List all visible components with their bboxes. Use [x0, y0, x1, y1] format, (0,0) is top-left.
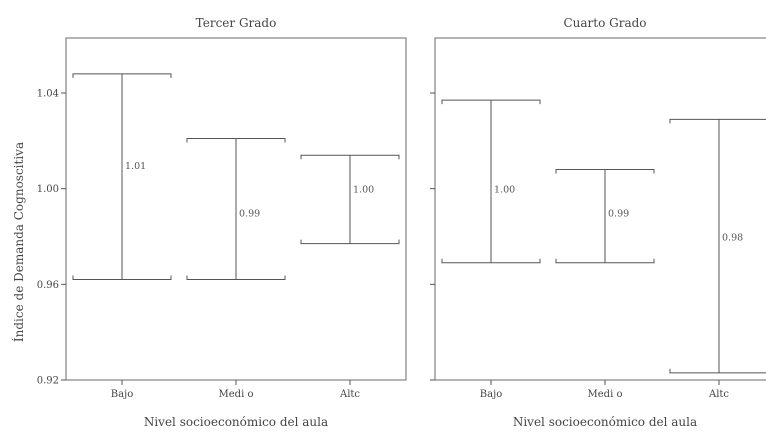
x-tick-label: Bajo — [111, 389, 133, 400]
data-label: 1.00 — [494, 185, 515, 196]
error-bar: 1.00 — [300, 154, 400, 245]
error-bars: 1.00 0.99 0.98 — [441, 99, 766, 374]
x-tick-label: Altc — [339, 389, 360, 400]
x-tick-label: Medi o — [588, 389, 623, 400]
y-tick-label: 0.92 — [37, 376, 59, 387]
data-label: 0.99 — [608, 209, 629, 220]
error-bar: 0.98 — [669, 118, 766, 374]
data-label: 1.01 — [125, 161, 146, 172]
error-bar: 0.99 — [555, 169, 655, 264]
error-bar-upper-cap — [72, 73, 172, 78]
error-bars: 1.01 0.99 1.00 — [72, 73, 400, 281]
error-bar-lower-cap — [669, 368, 766, 374]
error-bar: 1.00 — [441, 99, 541, 264]
panel-cuarto-grado: Cuarto Grado Nivel socioeconómico del au… — [430, 16, 766, 429]
x-axis-title: Nivel socioeconómico del aula — [144, 415, 328, 429]
panel-title: Cuarto Grado — [563, 16, 646, 30]
x-tick-label: Medi o — [219, 389, 254, 400]
data-label: 0.98 — [722, 233, 743, 244]
panel-title: Tercer Grado — [196, 16, 277, 30]
panel-tercer-grado: Tercer Grado Nivel socioeconómico del au… — [37, 16, 407, 429]
error-bar: 1.01 — [72, 73, 172, 281]
data-label: 0.99 — [239, 209, 260, 220]
x-tick-label: Bajo — [480, 389, 502, 400]
x-axis-title: Nivel socioeconómico del aula — [513, 415, 697, 429]
y-tick-label: 1.04 — [37, 89, 59, 100]
panel-frame — [434, 37, 766, 381]
y-axis-title: Índice de Demanda Cognoscitiva — [11, 142, 26, 342]
y-axis-ticks — [430, 92, 435, 381]
y-tick-label: 1.00 — [37, 184, 59, 195]
y-tick-label: 0.96 — [37, 280, 59, 291]
x-axis-categories: Bajo Medi o Altc — [111, 380, 360, 400]
data-label: 1.00 — [353, 185, 374, 196]
x-tick-label: Altc — [708, 389, 729, 400]
y-axis-ticks: 0.92 0.96 1.00 1.04 — [37, 89, 66, 387]
error-bar-upper-cap — [555, 169, 655, 174]
error-bar: 0.99 — [186, 137, 286, 281]
error-bar-upper-cap — [669, 118, 766, 124]
x-axis-categories: Bajo Medi o Altc — [480, 380, 729, 400]
